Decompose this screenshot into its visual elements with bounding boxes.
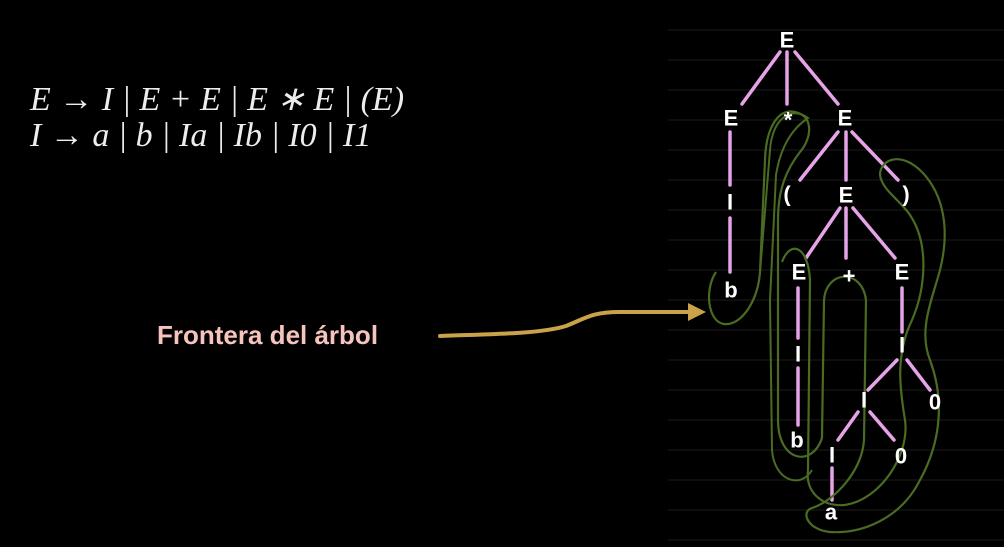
- node-mid-e: E: [839, 183, 854, 208]
- node-right-e: E: [838, 106, 853, 131]
- node-left-b: b: [724, 278, 737, 303]
- node-i-low: I: [829, 443, 835, 468]
- node-i-mid: I: [861, 388, 867, 413]
- node-plus: +: [843, 264, 856, 289]
- grammar-rule-i: I → a | b | Ia | Ib | I0 | I1: [30, 117, 372, 154]
- frontier-outline: [708, 110, 946, 534]
- node-leaf-a: a: [825, 500, 838, 525]
- node-left-e: E: [724, 106, 739, 131]
- frontier-arrow-head: [688, 303, 706, 321]
- grammar-rules: E → I | E + E | E ∗ E | (E) I → a | b | …: [30, 82, 404, 154]
- tree-background-lines: [668, 29, 1004, 541]
- node-times: *: [784, 108, 793, 133]
- node-rparen: ): [902, 182, 909, 207]
- node-inner-b: b: [790, 428, 803, 453]
- grammar-rule-e: E → I | E + E | E ∗ E | (E): [30, 81, 405, 118]
- node-zero-low: 0: [895, 444, 907, 469]
- tree-nodes: E E * E I b ( E ) E + E I b I I 0 I 0 a: [724, 28, 941, 525]
- node-zero-top: 0: [929, 390, 941, 415]
- node-inner-left-i: I: [795, 342, 801, 367]
- node-inner-right-e: E: [895, 260, 910, 285]
- frontier-label: Frontera del árbol: [157, 320, 379, 350]
- frontier-arrow: [438, 310, 692, 338]
- node-left-i: I: [727, 190, 733, 215]
- frontier-outline-inner: [759, 112, 813, 482]
- node-inner-left-e: E: [792, 260, 807, 285]
- node-i-right: I: [899, 333, 905, 358]
- node-root: E: [780, 28, 795, 53]
- node-lparen: (: [783, 182, 791, 207]
- tree-edges: [728, 50, 932, 502]
